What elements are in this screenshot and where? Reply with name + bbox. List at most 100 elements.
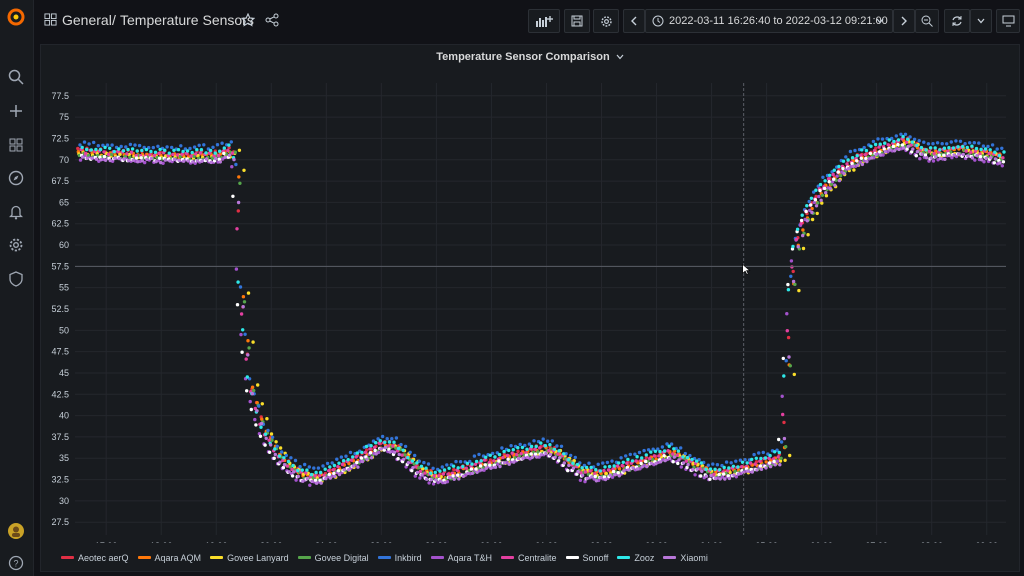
data-point <box>446 472 450 476</box>
y-tick-label: 27.5 <box>51 517 69 527</box>
legend-item[interactable]: Sonoff <box>565 553 608 563</box>
legend-item[interactable]: Zooz <box>617 553 654 563</box>
data-point <box>810 210 814 215</box>
dashboards-grid-icon[interactable] <box>5 134 27 156</box>
data-point <box>109 152 114 157</box>
compass-icon[interactable] <box>5 167 27 189</box>
data-point <box>906 137 910 141</box>
data-point <box>392 440 396 444</box>
data-point <box>246 339 250 343</box>
data-point <box>536 450 540 454</box>
refresh-button[interactable] <box>944 9 970 33</box>
star-icon[interactable] <box>240 12 256 32</box>
data-point <box>374 441 378 445</box>
data-point <box>668 456 672 461</box>
grafana-logo-icon[interactable] <box>5 6 27 28</box>
data-point <box>928 146 933 150</box>
data-point <box>516 446 520 450</box>
data-point <box>569 453 573 458</box>
data-point <box>558 456 562 460</box>
data-point <box>901 135 905 139</box>
data-point <box>904 140 909 144</box>
data-point <box>118 152 122 156</box>
y-tick-label: 62.5 <box>51 219 69 229</box>
data-point <box>684 459 689 463</box>
data-point <box>598 469 603 473</box>
data-point <box>940 142 944 146</box>
bell-icon[interactable] <box>5 201 27 223</box>
data-point <box>827 180 831 184</box>
time-forward-button[interactable] <box>893 9 915 33</box>
temperature-chart[interactable]: 27.5 30 32.5 35 37.5 40 42.5 45 47.5 50 52.5 55 57.5… <box>41 73 1019 543</box>
data-point <box>103 158 108 162</box>
data-point <box>451 464 456 468</box>
share-icon[interactable] <box>265 13 279 32</box>
data-point <box>402 457 406 461</box>
shield-icon[interactable] <box>5 268 27 290</box>
data-point <box>706 463 710 467</box>
data-point <box>634 459 638 463</box>
data-point <box>949 150 953 154</box>
tv-mode-button[interactable] <box>996 9 1020 33</box>
data-point <box>533 447 537 451</box>
data-point <box>828 186 832 191</box>
data-point <box>877 145 881 149</box>
data-point <box>227 146 231 150</box>
dashboard-settings-button[interactable] <box>593 9 619 33</box>
data-point <box>550 439 554 443</box>
data-point <box>777 437 781 442</box>
data-point <box>966 154 970 158</box>
legend-item[interactable]: Xiaomi <box>663 553 708 563</box>
time-range-picker[interactable]: 2022-03-11 16:26:40 to 2022-03-12 09:21:… <box>645 9 893 33</box>
data-point <box>585 476 589 481</box>
data-point <box>236 200 241 205</box>
legend-item[interactable]: Aeotec aerQ <box>61 553 129 563</box>
save-dashboard-button[interactable] <box>564 9 590 33</box>
data-point <box>731 464 736 468</box>
dashboard-title[interactable]: Temperature Sensors <box>120 12 254 28</box>
chevron-right-icon <box>901 16 907 26</box>
legend-item[interactable]: Govee Digital <box>297 553 369 563</box>
panel-header[interactable]: Temperature Sensor Comparison <box>41 51 1019 63</box>
data-point <box>892 149 897 153</box>
data-point <box>346 458 350 462</box>
legend-item[interactable]: Govee Lanyard <box>210 553 289 563</box>
user-avatar[interactable] <box>5 520 27 542</box>
search-icon[interactable] <box>5 66 27 88</box>
data-point <box>832 168 836 172</box>
breadcrumb-folder[interactable]: General <box>62 12 112 28</box>
data-point <box>509 444 513 448</box>
help-icon[interactable]: ? <box>5 552 27 574</box>
data-point <box>734 459 738 463</box>
plus-icon[interactable] <box>5 100 27 122</box>
data-point <box>855 154 859 158</box>
legend-item[interactable]: Aqara AQM <box>137 553 201 563</box>
zoom-out-button[interactable] <box>915 9 939 33</box>
add-panel-button[interactable] <box>528 9 560 33</box>
data-point <box>794 237 799 242</box>
gear-icon[interactable] <box>5 234 27 256</box>
data-point <box>782 436 787 441</box>
data-point <box>604 471 608 476</box>
data-point <box>232 157 236 162</box>
legend-item[interactable]: Inkbird <box>377 553 422 563</box>
data-point <box>496 462 500 466</box>
data-point <box>789 259 794 263</box>
data-point <box>720 475 725 479</box>
data-point <box>397 452 401 457</box>
chevron-down-icon <box>616 54 624 60</box>
data-point <box>327 472 331 477</box>
legend-item[interactable]: Aqara T&H <box>430 553 492 563</box>
data-point <box>121 149 126 153</box>
data-point <box>305 476 310 481</box>
time-back-button[interactable] <box>623 9 645 33</box>
data-point <box>438 469 442 473</box>
panel-title[interactable]: Temperature Sensor Comparison <box>436 51 610 63</box>
data-point <box>209 160 213 165</box>
data-point <box>340 462 345 467</box>
data-point <box>801 246 806 251</box>
data-point <box>886 143 890 147</box>
legend-item[interactable]: Centralite <box>501 553 557 563</box>
refresh-interval-dropdown[interactable] <box>970 9 992 33</box>
data-point <box>267 450 272 454</box>
